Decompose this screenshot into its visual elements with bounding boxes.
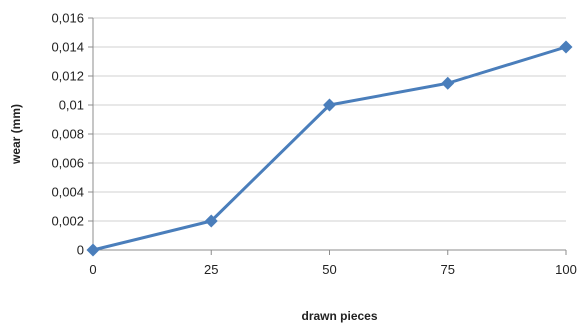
x-tick-label: 0: [89, 262, 96, 277]
y-tick-labels: 0 0,002 0,004 0,006 0,008 0,01 0,012 0,014 0,016: [51, 11, 84, 258]
gridlines: [93, 17, 566, 222]
y-tick-label: 0,012: [51, 69, 84, 84]
y-tick-label: 0,01: [59, 98, 84, 113]
y-tick-label: 0,004: [51, 185, 84, 200]
series-line: [92, 45, 567, 252]
y-axis-title: wear (mm): [9, 104, 23, 165]
axes: [88, 17, 567, 255]
data-point: [323, 98, 336, 112]
data-point: [86, 243, 100, 257]
y-tick-label: 0: [77, 243, 84, 258]
x-tick-label: 100: [555, 262, 577, 277]
data-point: [441, 76, 455, 90]
x-axis-title: drawn pieces: [301, 309, 377, 323]
y-tick-label: 0,016: [51, 11, 84, 26]
x-tick-labels: 0 25 50 75 100: [89, 262, 576, 277]
y-tick-label: 0,002: [51, 214, 84, 229]
data-point: [204, 214, 218, 228]
x-tick-label: 25: [204, 262, 218, 277]
x-tick-label: 50: [322, 262, 336, 277]
y-tick-label: 0,006: [51, 156, 84, 171]
series: [86, 40, 573, 257]
data-point: [559, 40, 573, 54]
y-tick-label: 0,014: [51, 40, 84, 55]
y-tick-label: 0,008: [51, 127, 84, 142]
x-tick-label: 75: [441, 262, 455, 277]
